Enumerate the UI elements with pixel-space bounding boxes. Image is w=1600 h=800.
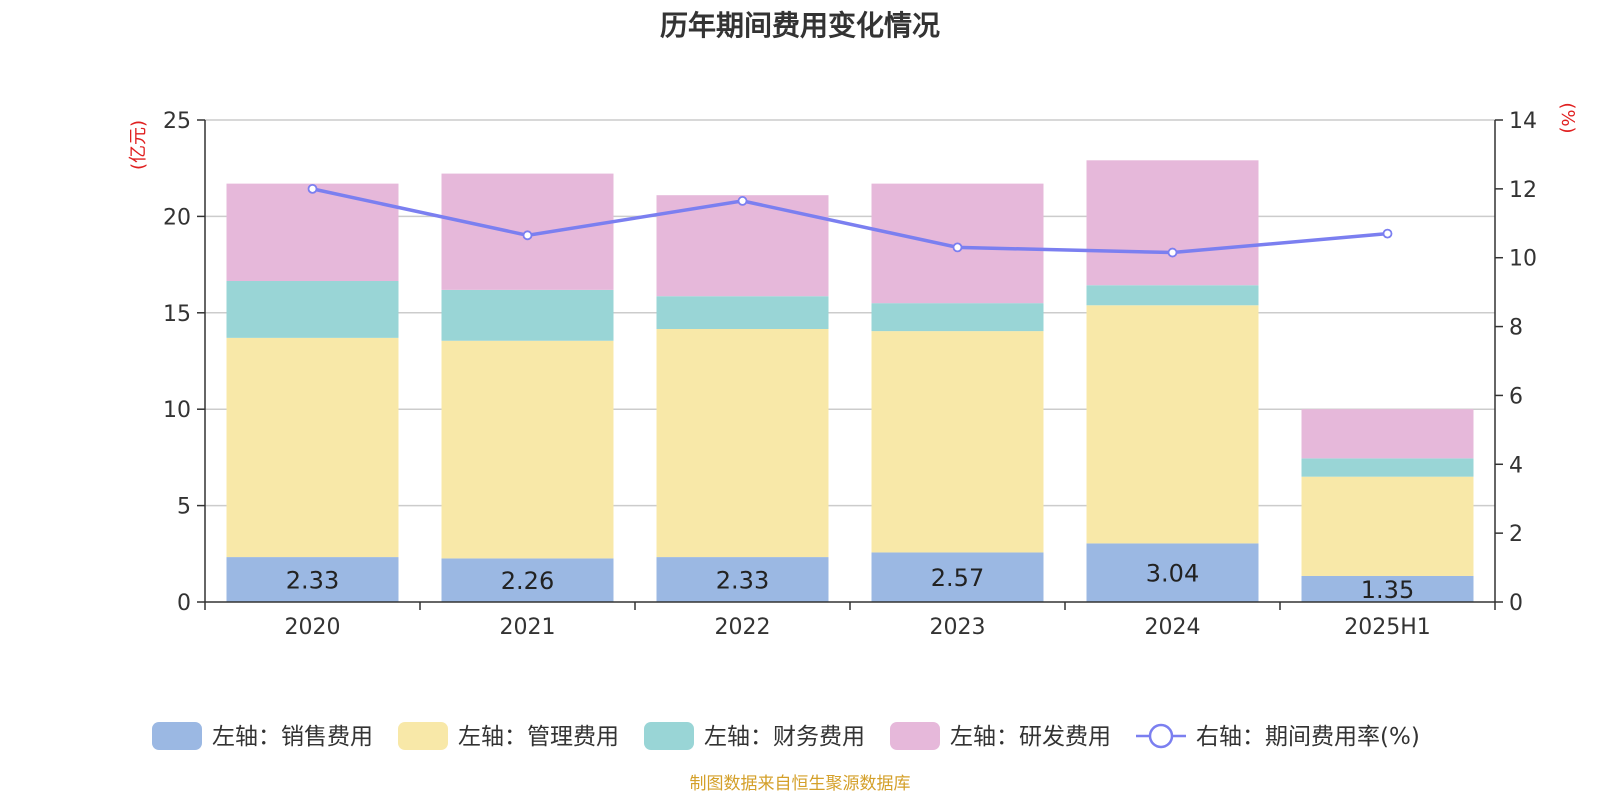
y-left-axis-title: (亿元) xyxy=(128,120,149,170)
data-label: 2.33 xyxy=(286,567,339,595)
y-right-axis-title: (%) xyxy=(1557,102,1578,133)
y-right-tick-label: 0 xyxy=(1509,591,1523,616)
legend-swatch xyxy=(152,722,202,750)
bar-segment xyxy=(226,280,399,338)
line-point xyxy=(1167,247,1178,258)
line-point xyxy=(952,242,963,253)
chart-title: 历年期间费用变化情况 xyxy=(659,9,940,42)
x-tick-label: 2025H1 xyxy=(1344,615,1431,640)
bar-segment xyxy=(1301,409,1474,459)
bar-segment xyxy=(871,303,1044,332)
y-right-tick-label: 14 xyxy=(1509,109,1537,134)
bar-segment xyxy=(1301,458,1474,477)
legend-label: 左轴：研发费用 xyxy=(950,724,1111,750)
x-tick-label: 2022 xyxy=(715,615,771,640)
y-right-tick-label: 12 xyxy=(1509,178,1537,203)
legend-label: 左轴：财务费用 xyxy=(704,724,865,750)
legend-label: 右轴：期间费用率(%) xyxy=(1196,724,1420,750)
y-left-tick-label: 0 xyxy=(177,591,191,616)
y-left-tick-label: 5 xyxy=(177,495,191,520)
series-line xyxy=(312,187,1388,255)
bar-segment xyxy=(441,558,614,602)
x-tick-label: 2024 xyxy=(1145,615,1201,640)
bar-segment xyxy=(1086,285,1259,306)
y-left-tick-label: 10 xyxy=(163,398,191,423)
line-point xyxy=(307,183,318,194)
x-tick-label: 2023 xyxy=(930,615,986,640)
bar-segment xyxy=(226,337,399,558)
x-tick-label: 2021 xyxy=(500,615,556,640)
legend-label: 左轴：管理费用 xyxy=(458,724,619,750)
bar-segment xyxy=(871,331,1044,553)
line-layer xyxy=(307,183,1393,258)
bar-segment xyxy=(656,328,829,558)
bar-segment xyxy=(1086,305,1259,544)
legend-swatch xyxy=(398,722,448,750)
legend-swatch xyxy=(890,722,940,750)
legend-layer: 左轴：销售费用 左轴：管理费用 左轴：财务费用 左轴：研发费用 右轴：期间费用率(%) xyxy=(152,722,1420,750)
data-label: 2.26 xyxy=(501,567,554,595)
bar-segment xyxy=(1086,543,1259,602)
grid-layer xyxy=(205,119,1495,507)
bar-segment xyxy=(1301,476,1474,576)
y-right-tick-label: 10 xyxy=(1509,247,1537,272)
y-left-tick-label: 20 xyxy=(163,205,191,230)
bar-segment xyxy=(1301,575,1474,602)
y-right-tick-label: 2 xyxy=(1509,522,1523,547)
y-right-tick-label: 6 xyxy=(1509,384,1523,409)
data-label: 2.33 xyxy=(716,567,769,595)
y-right-tick-label: 4 xyxy=(1509,453,1523,478)
line-point xyxy=(522,230,533,241)
bar-segment xyxy=(1086,160,1259,286)
axes-layer: 0 5 10 15 20 25 0 2 4 6 8 10 12 14 2020 2021 2022 2023 202… xyxy=(128,102,1578,640)
bar-segment xyxy=(226,183,399,281)
data-label: 3.04 xyxy=(1146,560,1199,588)
legend-swatch xyxy=(644,722,694,750)
line-point xyxy=(737,196,748,206)
bar-segment xyxy=(441,340,614,559)
data-label: 2.57 xyxy=(931,564,984,592)
bar-segment xyxy=(871,552,1044,602)
bar-segment xyxy=(226,557,399,602)
bar-segment xyxy=(441,289,614,341)
labels-layer: 2.33 2.26 2.33 2.57 3.04 1.35 xyxy=(286,560,1414,604)
y-left-tick-label: 25 xyxy=(163,109,191,134)
bars-layer xyxy=(226,160,1474,602)
line-point xyxy=(1382,228,1393,239)
legend-marker xyxy=(1148,723,1174,749)
y-left-tick-label: 15 xyxy=(163,302,191,327)
x-tick-label: 2020 xyxy=(285,615,341,640)
data-label: 1.35 xyxy=(1361,576,1414,604)
bar-segment xyxy=(656,296,829,329)
legend-label: 左轴：销售费用 xyxy=(212,724,373,750)
source-note: 制图数据来自恒生聚源数据库 xyxy=(689,774,911,794)
bar-segment xyxy=(656,557,829,602)
y-right-tick-label: 8 xyxy=(1509,316,1523,341)
